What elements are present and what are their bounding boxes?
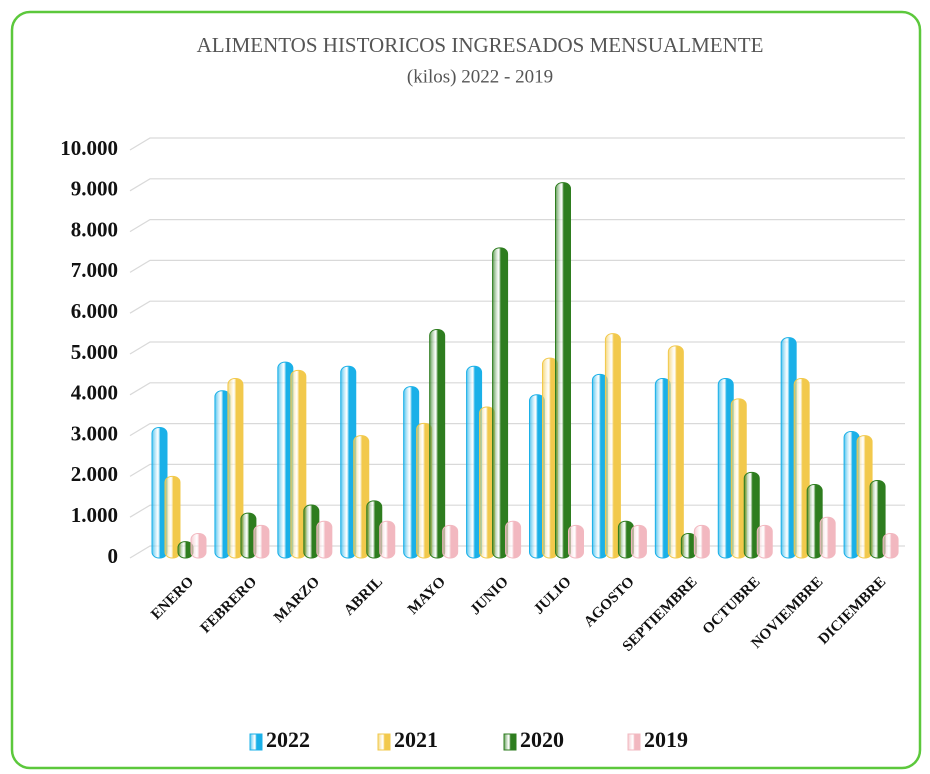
bar [505,520,522,559]
grid-line [129,504,905,518]
legend-swatch [249,733,263,751]
legend-label: 2022 [266,727,310,752]
grid-line [129,341,905,355]
y-tick-label: 2.000 [71,462,118,486]
grid-line [129,219,905,233]
bar [882,533,899,559]
chart-frame [10,10,922,770]
bar [492,247,509,559]
grid-line [129,423,905,437]
bar [819,516,836,559]
bar [379,520,396,559]
bar [793,377,810,559]
bar [164,475,181,559]
y-tick-label: 3.000 [71,421,118,445]
bar [316,520,333,559]
grid-line [129,463,905,477]
chart-subtitle: (kilos) 2022 - 2019 [407,66,553,87]
y-tick-label: 10.000 [60,136,118,160]
bar [693,524,710,559]
bar [604,333,621,559]
bar [227,377,244,559]
y-tick-label: 8.000 [71,217,118,241]
bar [756,524,773,559]
bar [869,479,886,559]
legend-label: 2020 [520,727,564,752]
legend-swatch [627,733,641,751]
bar [568,524,584,559]
legend-label: 2021 [394,727,438,752]
grid-line [129,300,905,314]
bar [253,524,270,559]
grid-line [129,178,905,192]
bar [667,345,684,559]
bar [743,471,760,559]
y-tick-label: 5.000 [71,340,118,364]
grid-line [129,382,905,396]
bar [290,369,307,559]
y-tick-label: 6.000 [71,299,118,323]
y-tick-label: 0 [108,544,119,568]
grid-line [129,137,905,151]
y-tick-label: 1.000 [71,503,118,527]
legend-swatch [503,733,517,751]
bar [630,524,647,559]
bar [190,533,207,559]
legend-swatch [377,733,391,751]
bar [555,182,571,559]
y-tick-label: 9.000 [71,177,118,201]
y-tick-label: 7.000 [71,258,118,282]
legend-label: 2019 [644,727,688,752]
bar [429,329,446,559]
bar [442,524,459,559]
y-tick-label: 4.000 [71,381,118,405]
grid-line [129,545,905,559]
grid-line [129,259,905,273]
bar [353,435,370,559]
chart-title: ALIMENTOS HISTORICOS INGRESADOS MENSUALM… [197,33,764,57]
